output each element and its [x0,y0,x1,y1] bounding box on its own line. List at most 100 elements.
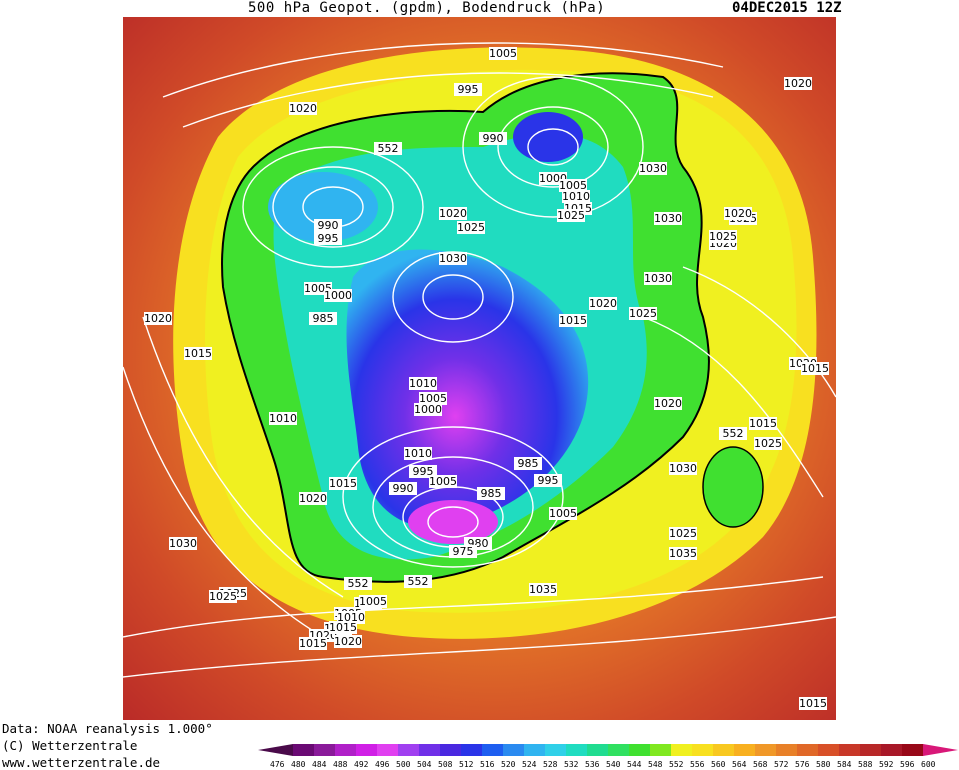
isobar-label: 1015 [801,362,829,375]
colorbar-tick-label: 596 [900,760,915,769]
svg-text:1000: 1000 [414,403,442,416]
colorbar-tick-label: 548 [648,760,663,769]
isobar-label: 1005 [429,475,457,488]
svg-text:1030: 1030 [639,162,667,175]
colorbar-tick-label: 496 [375,760,390,769]
svg-text:1025: 1025 [457,221,485,234]
isobar-label: 1020 [589,297,617,310]
svg-text:990: 990 [393,482,414,495]
svg-text:1020: 1020 [299,492,327,505]
svg-text:1015: 1015 [299,637,327,650]
colorbar-tick-label: 588 [858,760,873,769]
svg-text:1010: 1010 [404,447,432,460]
isobar-label: 1020 [439,207,467,220]
colorbar-tick-label: 480 [291,760,306,769]
colorbar-tick-label: 520 [501,760,516,769]
colorbar-swatch [377,744,399,756]
chart-date: 04DEC2015 12Z [732,0,842,16]
svg-text:1005: 1005 [419,392,447,405]
isobar-label: 1010 [269,412,297,425]
svg-text:990: 990 [318,219,339,232]
isobar-label: 995 [534,474,562,487]
svg-text:552: 552 [408,575,429,588]
svg-text:1000: 1000 [324,289,352,302]
colorbar-swatch [419,744,441,756]
colorbar-tick-label: 592 [879,760,894,769]
svg-text:995: 995 [413,465,434,478]
colorbar-swatch [692,744,714,756]
isobar-label: 995 [409,465,437,478]
isobar-label: 1020 [724,207,752,220]
svg-text:1010: 1010 [269,412,297,425]
colorbar-swatch [734,744,756,756]
isobar-label: 552 [719,427,747,440]
colorbar-tick-label: 600 [921,760,936,769]
isobar-label: 1020 [654,397,682,410]
svg-text:1005: 1005 [359,595,387,608]
colorbar-tick-label: 556 [690,760,705,769]
svg-text:1030: 1030 [654,212,682,225]
svg-text:985: 985 [313,312,334,325]
colorbar-swatch [503,744,525,756]
isobar-label: 1015 [749,417,777,430]
svg-text:1015: 1015 [184,347,212,360]
colorbar-tick-label: 488 [333,760,348,769]
isobar-label: 1000 [324,289,352,302]
colorbar-tick-label: 572 [774,760,789,769]
colorbar-swatch [629,744,651,756]
isobar-label: 1020 [299,492,327,505]
isobar-label: 1030 [669,462,697,475]
colorbar-swatch [797,744,819,756]
colorbar-tick-label: 580 [816,760,831,769]
svg-text:1025: 1025 [669,527,697,540]
isobar-label: 1035 [669,547,697,560]
svg-text:1020: 1020 [784,77,812,90]
colorbar-tick-label: 504 [417,760,432,769]
svg-text:1015: 1015 [329,621,357,634]
svg-text:1025: 1025 [557,209,585,222]
svg-text:1020: 1020 [439,207,467,220]
colorbar-tick-label: 568 [753,760,768,769]
data-source-text: Data: NOAA reanalysis 1.000° [2,721,213,736]
svg-text:1020: 1020 [334,635,362,648]
isobar-label: 1030 [639,162,667,175]
svg-text:985: 985 [518,457,539,470]
isobar-label: 985 [514,457,542,470]
isobar-label: 1015 [559,314,587,327]
isobar-label: 1005 [489,47,517,60]
svg-text:1005: 1005 [489,47,517,60]
colorbar-swatch [258,744,293,756]
colorbar-swatch [713,744,735,756]
colorbar-tick-label: 476 [270,760,285,769]
svg-text:1020: 1020 [724,207,752,220]
svg-text:985: 985 [481,487,502,500]
svg-text:1020: 1020 [144,312,172,325]
isobar-label: 1030 [644,272,672,285]
svg-text:1005: 1005 [429,475,457,488]
isobars [123,42,836,678]
isobar-label: 1030 [654,212,682,225]
isobar-label: 990 [479,132,507,145]
isobar-label: 995 [454,83,482,96]
colorbar-swatch [545,744,567,756]
colorbar-swatch [335,744,357,756]
colorbar-swatch [461,744,483,756]
isobar-label: 1015 [799,697,827,710]
svg-text:995: 995 [318,232,339,245]
low-center-magenta [408,500,498,544]
svg-text:975: 975 [453,545,474,558]
colorbar-tick-label: 540 [606,760,621,769]
svg-text:1020: 1020 [589,297,617,310]
isobar-label: 985 [309,312,337,325]
colorbar-swatch [860,744,882,756]
colorbar-tick-label: 524 [522,760,537,769]
colorbar-swatch [587,744,609,756]
colorbar-tick-label: 532 [564,760,579,769]
svg-text:1020: 1020 [654,397,682,410]
svg-text:995: 995 [458,83,479,96]
svg-text:552: 552 [378,142,399,155]
isobar-label: 985 [477,487,505,500]
colorbar-swatch [650,744,672,756]
svg-text:1020: 1020 [289,102,317,115]
isobar-label: 1015 [299,637,327,650]
